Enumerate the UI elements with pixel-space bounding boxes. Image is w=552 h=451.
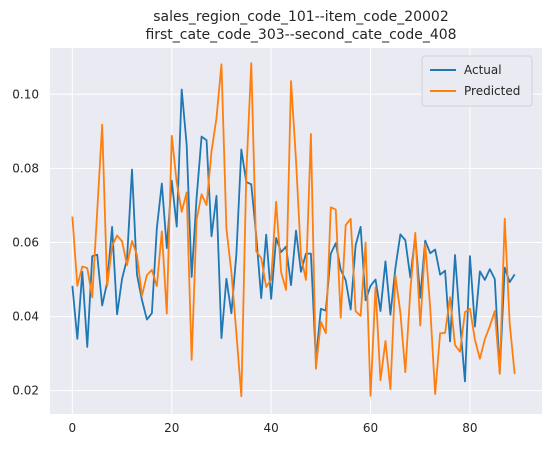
y-tick-label: 0.08	[12, 161, 39, 175]
chart-title-line-2: first_cate_code_303--second_cate_code_40…	[145, 27, 456, 43]
series-line-predicted	[71, 62, 516, 398]
tick-labels: 0 20 40 60 80 0.02 0.04 0.06 0.08 0.10	[12, 87, 477, 435]
legend-frame	[421, 55, 533, 107]
x-tick-label: 40	[264, 421, 279, 435]
legend: Actual Predicted	[421, 55, 533, 107]
legend-label-actual: Actual	[464, 63, 502, 77]
x-tick-label: 20	[164, 421, 179, 435]
x-tick-label: 0	[69, 421, 77, 435]
x-tick-label: 60	[363, 421, 378, 435]
series-lines	[71, 62, 516, 398]
x-tick-label: 80	[462, 421, 477, 435]
y-tick-label: 0.02	[12, 384, 39, 398]
series-line-actual	[71, 88, 516, 383]
legend-label-predicted: Predicted	[464, 84, 520, 98]
y-tick-label: 0.10	[12, 87, 39, 101]
y-tick-label: 0.06	[12, 235, 39, 249]
y-tick-label: 0.04	[12, 310, 39, 324]
chart-title-line-1: sales_region_code_101--item_code_20002	[153, 9, 448, 25]
